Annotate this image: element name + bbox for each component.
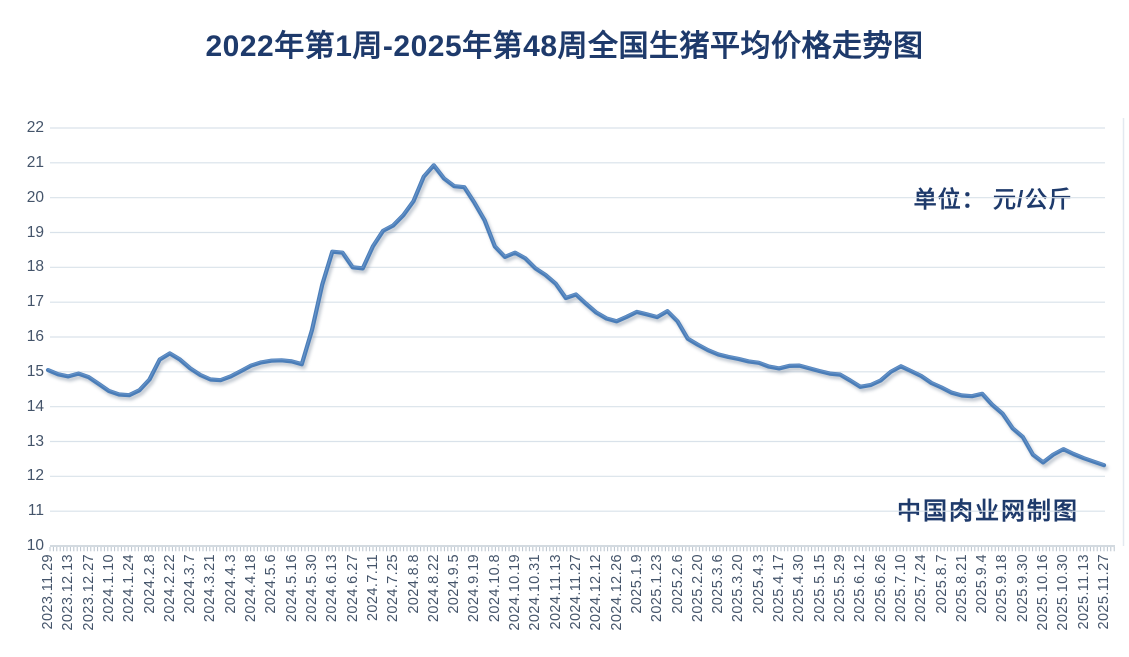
x-tick-label: 2024.12.12 bbox=[588, 554, 605, 631]
x-tick-label: 2025.4.30 bbox=[791, 554, 808, 623]
x-tick-label: 2024.8.8 bbox=[405, 554, 422, 614]
y-tick-label: 20 bbox=[26, 188, 44, 206]
y-tick-label: 10 bbox=[26, 537, 44, 554]
x-tick-label: 2025.4.3 bbox=[750, 554, 767, 614]
x-tick-label: 2024.5.30 bbox=[304, 554, 320, 623]
x-tick-label: 2024.3.7 bbox=[182, 554, 199, 614]
x-tick-label: 2024.2.22 bbox=[161, 554, 178, 623]
x-tick-label: 2025.10.30 bbox=[1055, 554, 1072, 631]
x-tick-label: 2025.11.13 bbox=[1075, 554, 1092, 630]
y-tick-label: 14 bbox=[26, 397, 44, 415]
price-line-highlight bbox=[47, 163, 1105, 465]
x-tick-label: 2024.6.13 bbox=[324, 554, 341, 623]
x-tick-label: 2024.4.18 bbox=[243, 554, 260, 623]
x-tick-label: 2025.11.27 bbox=[1096, 554, 1112, 630]
x-tick-label: 2024.7.25 bbox=[385, 554, 402, 623]
y-tick-label: 12 bbox=[26, 467, 44, 485]
x-tick-label: 2025.9.18 bbox=[994, 554, 1011, 623]
x-tick-label: 2025.8.7 bbox=[933, 554, 950, 614]
x-tick-label: 2025.7.24 bbox=[913, 554, 930, 623]
unit-label: 单位： 元/公斤 bbox=[913, 186, 1073, 212]
y-tick-label: 13 bbox=[26, 432, 44, 450]
x-tick-label: 2025.3.20 bbox=[730, 554, 747, 623]
x-tick-label: 2024.11.13 bbox=[547, 554, 564, 630]
x-tick-label: 2025.2.20 bbox=[689, 554, 706, 623]
x-tick-label: 2025.9.4 bbox=[974, 554, 991, 614]
y-tick-label: 15 bbox=[26, 362, 44, 380]
x-tick-label: 2024.8.22 bbox=[425, 554, 442, 623]
x-tick-label: 2024.7.11 bbox=[364, 554, 381, 622]
y-tick-label: 19 bbox=[26, 223, 44, 241]
x-tick-label: 2025.1.23 bbox=[649, 554, 666, 623]
x-tick-label: 2025.4.17 bbox=[771, 554, 788, 623]
y-tick-label: 11 bbox=[27, 502, 44, 520]
y-tick-label: 16 bbox=[26, 328, 44, 345]
x-tick-label: 2024.9.19 bbox=[466, 554, 483, 623]
x-tick-label: 2025.2.6 bbox=[669, 554, 686, 614]
x-tick-label: 2023.12.27 bbox=[80, 554, 97, 631]
x-tick-label: 2025.9.30 bbox=[1014, 554, 1031, 623]
x-tick-label: 2025.5.15 bbox=[811, 554, 828, 623]
x-tick-label: 2025.8.21 bbox=[953, 554, 970, 623]
y-tick-label: 17 bbox=[26, 293, 44, 311]
x-tick-label: 2024.3.21 bbox=[202, 554, 219, 623]
x-tick-label: 2024.10.19 bbox=[507, 554, 524, 631]
x-tick-label: 2025.10.16 bbox=[1035, 554, 1052, 631]
x-tick-label: 2024.4.3 bbox=[222, 554, 239, 614]
x-tick-label: 2025.6.26 bbox=[872, 554, 889, 623]
x-tick-label: 2024.10.8 bbox=[486, 554, 503, 623]
y-tick-label: 21 bbox=[26, 153, 44, 171]
x-tick-label: 2024.11.27 bbox=[568, 554, 584, 630]
x-tick-label: 2023.12.13 bbox=[60, 554, 77, 631]
x-tick-label: 2024.5.16 bbox=[283, 554, 300, 623]
x-tick-label: 2023.11.29 bbox=[40, 554, 56, 630]
x-tick-label: 2024.1.24 bbox=[121, 554, 138, 623]
price-line-series bbox=[45, 163, 1107, 468]
x-tick-label: 2025.7.10 bbox=[892, 554, 909, 623]
x-tick-label: 2025.1.9 bbox=[628, 554, 645, 614]
y-tick-label: 22 bbox=[26, 119, 44, 136]
y-tick-label: 18 bbox=[26, 258, 44, 276]
chart-title: 2022年第1周-2025年第48周全国生猪平均价格走势图 bbox=[205, 30, 924, 63]
x-tick-label: 2024.6.27 bbox=[344, 554, 361, 623]
x-axis-tick-marks bbox=[49, 547, 1115, 552]
x-tick-label: 2025.5.29 bbox=[832, 554, 848, 623]
x-tick-label: 2024.5.6 bbox=[263, 554, 280, 614]
x-tick-label: 2024.2.8 bbox=[141, 554, 158, 614]
x-tick-label: 2024.12.26 bbox=[608, 554, 625, 631]
x-tick-label: 2025.6.12 bbox=[852, 554, 869, 623]
x-tick-label: 2024.9.5 bbox=[446, 554, 463, 614]
x-tick-label: 2024.10.31 bbox=[527, 554, 544, 631]
x-tick-label: 2025.3.6 bbox=[710, 554, 727, 614]
x-tick-label: 2024.1.10 bbox=[100, 554, 117, 623]
